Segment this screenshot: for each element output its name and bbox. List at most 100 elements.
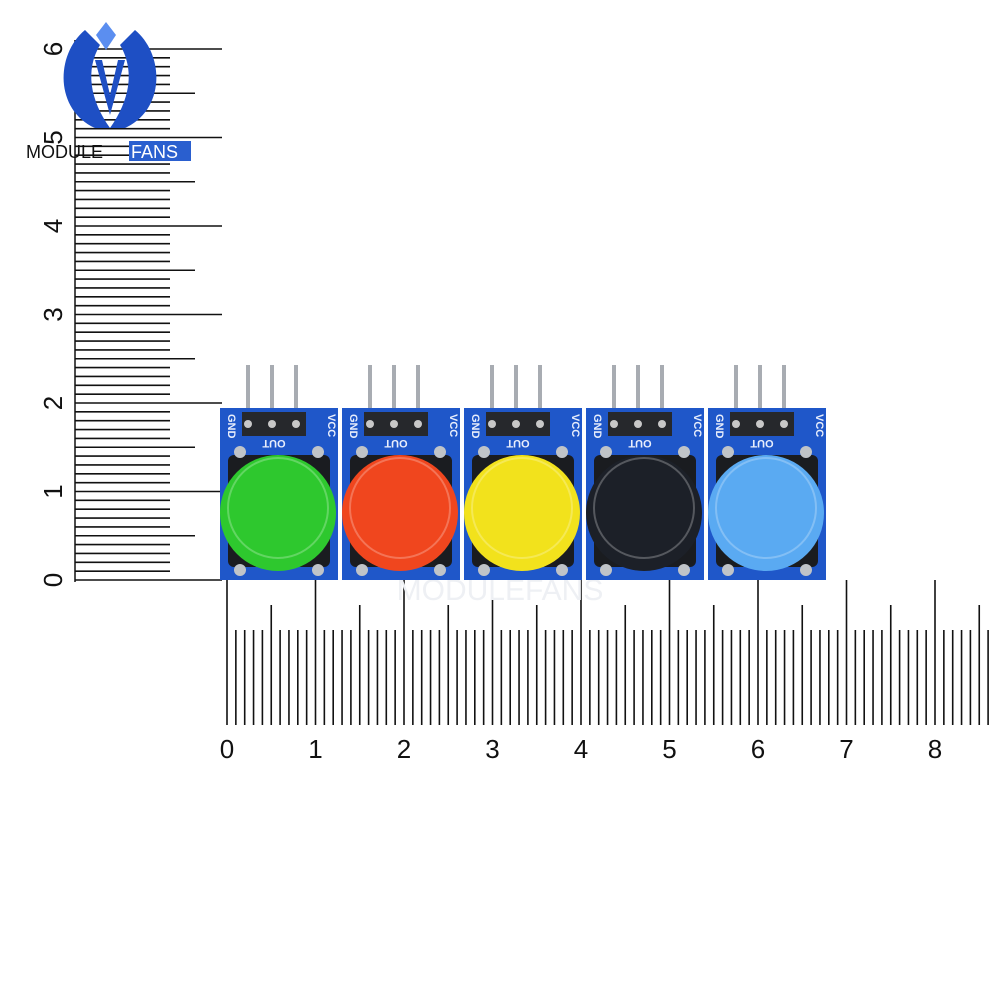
pin-pad bbox=[414, 420, 422, 428]
button-cap[interactable] bbox=[342, 455, 458, 571]
header-pin bbox=[636, 365, 640, 415]
solder-pad bbox=[678, 564, 690, 576]
solder-pad bbox=[800, 564, 812, 576]
button-cap[interactable] bbox=[586, 455, 702, 571]
header-pin bbox=[294, 365, 298, 415]
out-label: OUT bbox=[750, 437, 774, 449]
solder-pad bbox=[356, 564, 368, 576]
gnd-label: GND bbox=[591, 414, 603, 439]
pin-pad bbox=[512, 420, 520, 428]
ruler-label: 5 bbox=[662, 734, 676, 764]
vcc-label: VCC bbox=[447, 414, 459, 437]
pin-pad bbox=[610, 420, 618, 428]
solder-pad bbox=[434, 446, 446, 458]
header-pin bbox=[734, 365, 738, 415]
solder-pad bbox=[800, 446, 812, 458]
pin-pad bbox=[244, 420, 252, 428]
ruler-label: 4 bbox=[38, 219, 68, 233]
solder-pad bbox=[722, 446, 734, 458]
gnd-label: GND bbox=[469, 414, 481, 439]
cap-rim bbox=[471, 457, 573, 559]
ruler-label: 3 bbox=[485, 734, 499, 764]
pin-pad bbox=[732, 420, 740, 428]
ruler-label: 2 bbox=[38, 396, 68, 410]
solder-pad bbox=[556, 564, 568, 576]
button-module: GND VCC OUT bbox=[342, 365, 460, 580]
ruler-label: 8 bbox=[928, 734, 942, 764]
cap-rim bbox=[715, 457, 817, 559]
logo-text-fans: FANS bbox=[131, 142, 178, 162]
vcc-label: VCC bbox=[813, 414, 825, 437]
cap-rim bbox=[227, 457, 329, 559]
solder-pad bbox=[478, 446, 490, 458]
header-pin bbox=[392, 365, 396, 415]
solder-pad bbox=[678, 446, 690, 458]
header-pin bbox=[538, 365, 542, 415]
header-pin bbox=[270, 365, 274, 415]
header-pin bbox=[490, 365, 494, 415]
solder-pad bbox=[434, 564, 446, 576]
pin-pad bbox=[292, 420, 300, 428]
button-module: GND VCC OUT bbox=[464, 365, 582, 580]
gnd-label: GND bbox=[347, 414, 359, 439]
out-label: OUT bbox=[262, 437, 286, 449]
header-pin bbox=[246, 365, 250, 415]
out-label: OUT bbox=[628, 437, 652, 449]
pin-pad bbox=[366, 420, 374, 428]
ruler-label: 1 bbox=[308, 734, 322, 764]
solder-pad bbox=[234, 446, 246, 458]
vcc-label: VCC bbox=[569, 414, 581, 437]
pin-pad bbox=[756, 420, 764, 428]
horizontal-ruler: 0 1 2 3 4 5 6 7 8 bbox=[220, 580, 989, 764]
solder-pad bbox=[312, 564, 324, 576]
cap-rim bbox=[349, 457, 451, 559]
header-pin bbox=[782, 365, 786, 415]
solder-pad bbox=[312, 446, 324, 458]
pin-pad bbox=[780, 420, 788, 428]
solder-pad bbox=[356, 446, 368, 458]
ruler-label: 0 bbox=[38, 573, 68, 587]
button-cap[interactable] bbox=[708, 455, 824, 571]
pin-pad bbox=[268, 420, 276, 428]
gnd-label: GND bbox=[225, 414, 237, 439]
header-pin bbox=[416, 365, 420, 415]
ruler-label: 7 bbox=[839, 734, 853, 764]
pin-pad bbox=[488, 420, 496, 428]
cap-rim bbox=[593, 457, 695, 559]
solder-pad bbox=[722, 564, 734, 576]
header-pin bbox=[758, 365, 762, 415]
header-pin bbox=[514, 365, 518, 415]
pin-pad bbox=[634, 420, 642, 428]
button-module: GND VCC OUT bbox=[708, 365, 826, 580]
logo-text-module: MODULE bbox=[26, 142, 103, 162]
ruler-label: 4 bbox=[574, 734, 588, 764]
gnd-label: GND bbox=[713, 414, 725, 439]
solder-pad bbox=[600, 564, 612, 576]
solder-pad bbox=[478, 564, 490, 576]
pin-pad bbox=[658, 420, 666, 428]
vcc-label: VCC bbox=[325, 414, 337, 437]
button-module: GND VCC OUT bbox=[220, 365, 338, 580]
header-pin bbox=[660, 365, 664, 415]
ruler-label: 5 bbox=[38, 130, 68, 144]
ruler-label: 6 bbox=[751, 734, 765, 764]
button-module: GND VCC OUT bbox=[586, 365, 704, 580]
header-pin bbox=[368, 365, 372, 415]
solder-pad bbox=[556, 446, 568, 458]
vcc-label: VCC bbox=[691, 414, 703, 437]
button-cap[interactable] bbox=[220, 455, 336, 571]
pin-pad bbox=[390, 420, 398, 428]
out-label: OUT bbox=[384, 437, 408, 449]
solder-pad bbox=[234, 564, 246, 576]
ruler-label: 2 bbox=[397, 734, 411, 764]
pin-pad bbox=[536, 420, 544, 428]
solder-pad bbox=[600, 446, 612, 458]
ruler-label: 0 bbox=[220, 734, 234, 764]
button-cap[interactable] bbox=[464, 455, 580, 571]
ruler-label: 3 bbox=[38, 307, 68, 321]
logo: MODULE FANS bbox=[26, 22, 191, 162]
header-pin bbox=[612, 365, 616, 415]
button-modules: GND VCC OUT GND VCC OUT GND VCC OUT GND VCC OUT GND V… bbox=[220, 365, 826, 580]
vertical-ruler: 0 1 2 3 4 5 6 bbox=[38, 40, 222, 587]
